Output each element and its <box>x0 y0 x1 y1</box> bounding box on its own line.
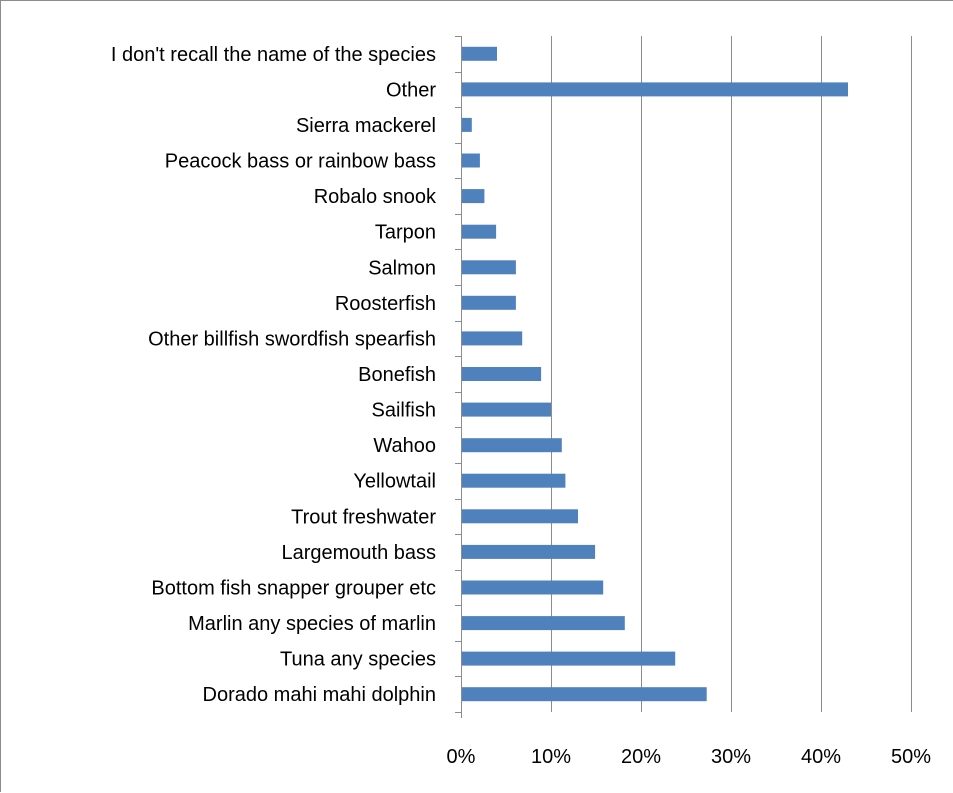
category-axis <box>455 36 462 718</box>
category-label: Bottom fish snapper grouper etc <box>151 578 436 600</box>
bar-16 <box>462 616 625 631</box>
bar-12 <box>462 473 566 488</box>
bar-14 <box>462 544 596 559</box>
bar-6 <box>462 260 516 275</box>
x-tick-label: 30% <box>711 746 751 768</box>
x-tick-label: 10% <box>531 746 571 768</box>
bar-7 <box>462 295 516 310</box>
bar-3 <box>462 153 480 168</box>
category-label: Yellowtail <box>353 471 436 493</box>
bar-5 <box>462 224 497 239</box>
category-label: Other <box>386 79 436 101</box>
category-label: Dorado mahi mahi dolphin <box>203 684 436 706</box>
bar-2 <box>462 117 472 132</box>
category-label: Marlin any species of marlin <box>188 613 436 635</box>
bars <box>462 46 848 702</box>
category-label: Robalo snook <box>314 186 437 208</box>
category-label: Sailfish <box>372 400 436 422</box>
gridlines <box>551 36 912 712</box>
category-label: Salmon <box>368 257 436 279</box>
bar-17 <box>462 651 676 666</box>
category-label: Bonefish <box>358 364 436 386</box>
category-label: I don't recall the name of the species <box>111 44 436 66</box>
x-tick-label: 50% <box>891 746 931 768</box>
category-label: Peacock bass or rainbow bass <box>165 151 436 173</box>
category-label: Wahoo <box>373 435 436 457</box>
value-axis-labels: 0% 10% 20% 30% 40% 50% <box>447 746 932 768</box>
category-label: Tuna any species <box>280 649 436 671</box>
category-label: Roosterfish <box>335 293 436 315</box>
bar-11 <box>462 438 562 453</box>
bar-4 <box>462 189 485 204</box>
bar-15 <box>462 580 604 595</box>
x-tick-label: 0% <box>447 746 476 768</box>
category-label: Sierra mackerel <box>296 115 436 137</box>
x-tick-label: 20% <box>621 746 661 768</box>
bar-0 <box>462 46 497 61</box>
category-label: Largemouth bass <box>281 542 436 564</box>
bar-13 <box>462 509 578 524</box>
category-labels: I don't recall the name of the species Ot… <box>111 44 437 706</box>
bar-8 <box>462 331 523 346</box>
bar-18 <box>462 687 707 702</box>
category-label: Tarpon <box>375 222 436 244</box>
bar-9 <box>462 367 542 381</box>
category-label: Trout freshwater <box>291 506 436 528</box>
category-label: Other billfish swordfish spearfish <box>148 328 436 350</box>
bar-1 <box>462 82 848 97</box>
x-tick-label: 40% <box>801 746 841 768</box>
bar-10 <box>462 402 551 417</box>
